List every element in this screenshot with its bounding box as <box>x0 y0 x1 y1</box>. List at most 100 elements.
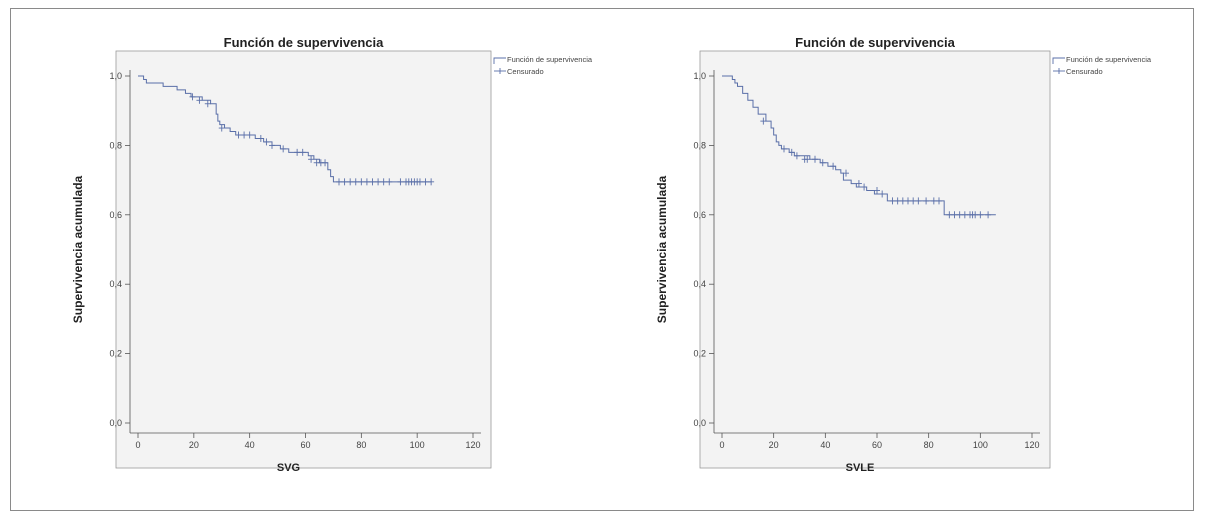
censored-point <box>397 178 404 186</box>
y-tick-label: 0,4 <box>693 279 706 289</box>
censored-point <box>204 100 211 108</box>
censored-point <box>358 178 365 186</box>
x-tick-label: 20 <box>769 440 779 450</box>
censored-point <box>855 180 862 188</box>
censored-point <box>977 211 984 219</box>
censored-point <box>951 211 958 219</box>
y-tick-label: 0,6 <box>109 210 122 220</box>
censored-point <box>241 131 248 139</box>
survival-step-line <box>722 75 996 216</box>
chart-svle-panel: 0,0 0,2 0,4 0,6 0,8 1,0 0 20 40 60 80 100 120 Funció… <box>648 35 1193 507</box>
censored-point <box>793 152 800 160</box>
censored-point <box>263 138 270 146</box>
censored-point <box>347 178 354 186</box>
x-tick-label: 120 <box>465 440 480 450</box>
censored-point <box>428 178 435 186</box>
y-tick-label: 0,6 <box>693 210 706 220</box>
censored-point <box>915 197 922 205</box>
censored-point <box>363 178 370 186</box>
censored-point <box>899 197 906 205</box>
y-tick-label: 0,0 <box>109 418 122 428</box>
x-tick-label: 100 <box>973 440 988 450</box>
censored-point <box>218 124 225 132</box>
plot-area <box>699 50 1051 469</box>
y-axis-label: Supervivencia acumulada <box>71 175 85 323</box>
chart-svg: 0,0 0,2 0,4 0,6 0,8 1,0 0 20 40 60 80 100 120 Funció… <box>71 35 593 474</box>
y-tick-label: 1,0 <box>109 71 122 81</box>
y-tick-label: 0,4 <box>109 279 122 289</box>
x-tick-label: 60 <box>872 440 882 450</box>
x-tick-label: 0 <box>719 440 724 450</box>
censored-point <box>322 159 329 167</box>
x-tick-label: 40 <box>245 440 255 450</box>
y-tick-label: 0,8 <box>693 140 706 150</box>
censored-point <box>416 178 423 186</box>
censored-point <box>946 211 953 219</box>
censored-point <box>930 197 937 205</box>
censored-point <box>246 131 253 139</box>
censored-point <box>830 162 837 170</box>
censored-point <box>879 190 886 198</box>
censored-point <box>352 178 359 186</box>
x-axis-label: SVG <box>277 462 300 474</box>
censored-point <box>280 145 287 153</box>
censored-point <box>189 93 196 101</box>
plot-area-group: 0,0 0,2 0,4 0,6 0,8 1,0 0 20 40 60 80 100 120 <box>693 50 1051 469</box>
legend: Función de supervivencia Censurado <box>1052 55 1152 76</box>
censored-point <box>788 148 795 156</box>
figure-frame: 0,0 0,2 0,4 0,6 0,8 1,0 0 20 40 60 80 100 120 Funció… <box>10 8 1194 511</box>
censored-point <box>294 148 301 156</box>
y-tick-label: 0,2 <box>109 349 122 359</box>
censored-point <box>812 155 818 163</box>
marks-layer <box>722 75 996 219</box>
censored-point <box>889 197 896 205</box>
censored-point <box>861 183 868 191</box>
censored-point <box>936 197 942 205</box>
censored-point <box>380 178 387 186</box>
y-tick-label: 0,0 <box>693 418 706 428</box>
chart-svg-panel: 0,0 0,2 0,4 0,6 0,8 1,0 0 20 40 60 80 100 120 Funció… <box>66 35 636 507</box>
x-tick-label: 100 <box>410 440 425 450</box>
legend-censor-swatch <box>1053 68 1065 74</box>
censored-point <box>196 96 203 104</box>
censored-point <box>386 178 393 186</box>
censored-point <box>781 145 787 153</box>
censored-point <box>308 155 315 163</box>
censored-point <box>874 187 880 195</box>
y-axis-label: Supervivencia acumulada <box>655 175 669 323</box>
censored-point <box>819 159 826 167</box>
censored-point <box>760 117 767 125</box>
chart-title: Función de supervivencia <box>224 35 384 50</box>
x-tick-label: 20 <box>189 440 199 450</box>
x-tick-label: 80 <box>356 440 366 450</box>
legend-label-censored: Censurado <box>1066 67 1103 76</box>
legend-step-swatch <box>1052 57 1065 64</box>
censored-point <box>257 134 264 142</box>
y-tick-label: 0,8 <box>109 140 122 150</box>
legend-censor-swatch <box>494 68 506 74</box>
censored-point <box>985 211 992 219</box>
censored-point <box>235 131 242 139</box>
legend-label-censored: Censurado <box>507 67 544 76</box>
censored-point <box>910 197 917 205</box>
y-tick-label: 0,2 <box>693 349 706 359</box>
censored-point <box>905 197 911 205</box>
censored-point <box>843 169 849 177</box>
censored-point <box>923 197 930 205</box>
legend: Función de supervivencia Censurado <box>493 55 593 76</box>
censored-point <box>299 148 306 156</box>
censored-point <box>961 211 968 219</box>
x-tick-label: 0 <box>135 440 140 450</box>
x-tick-label: 60 <box>300 440 310 450</box>
censored-point <box>422 178 429 186</box>
chart-title: Función de supervivencia <box>795 35 955 50</box>
censored-point <box>972 211 979 219</box>
censored-point <box>336 178 342 186</box>
censored-point <box>269 141 275 149</box>
plot-area-group: 0,0 0,2 0,4 0,6 0,8 1,0 0 20 40 60 80 100 120 <box>109 50 492 469</box>
marks-layer <box>138 75 435 186</box>
x-tick-label: 120 <box>1024 440 1039 450</box>
x-tick-label: 40 <box>820 440 830 450</box>
censored-point <box>956 211 963 219</box>
chart-svg: 0,0 0,2 0,4 0,6 0,8 1,0 0 20 40 60 80 100 120 Funció… <box>655 35 1152 474</box>
